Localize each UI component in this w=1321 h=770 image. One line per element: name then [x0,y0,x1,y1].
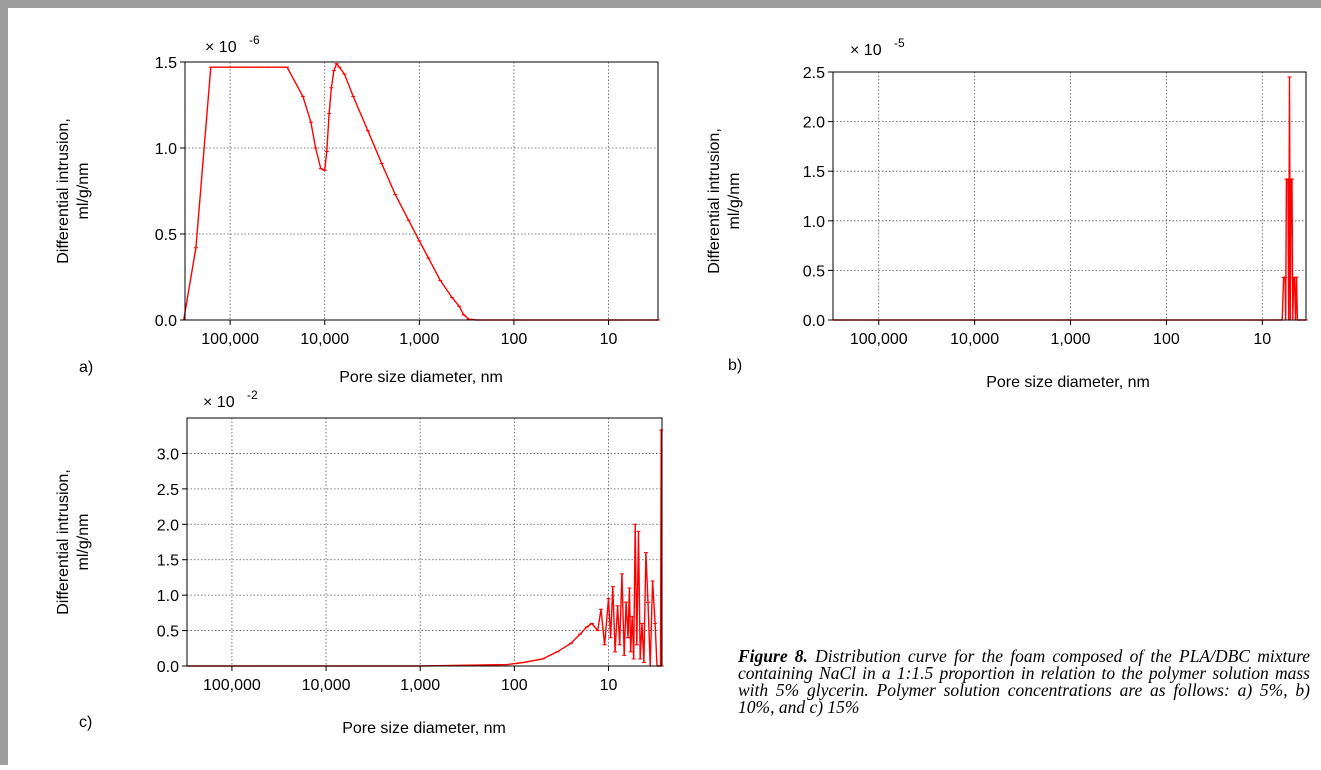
page-frame-top [0,0,1321,8]
x-tick-label: 10,000 [950,331,999,348]
chart-panel-a: 100,000 10,000 1,000 100 10 0.0 0.5 1.0 1.5 × 10… [0,0,700,390]
x-tick-label: 1,000 [399,331,439,348]
x-tick-label: 1,000 [1050,331,1090,348]
panel-label: b) [728,357,742,374]
y-axis-label-line2: ml/g/nm [726,173,743,230]
plot-frame [186,417,663,667]
y-tick-label: 0.5 [155,227,177,244]
x-tick-label: 10,000 [302,677,351,694]
y-tick-label: 1.5 [155,55,177,72]
x-tick-label: 10,000 [300,331,349,348]
multiplier-base: × 10 [205,39,237,56]
series-line [181,63,660,321]
y-tick-label: 1.0 [803,214,825,231]
y-axis-label-line1: Differential intrusion, [706,128,723,274]
series-path [183,63,658,321]
plot-frame [184,61,659,321]
caption-label: Figure 8. [738,646,808,666]
multiplier-base: × 10 [850,42,882,59]
x-tick-label: 100 [501,677,528,694]
x-tick-label: 100 [501,331,528,348]
y-tick-label: 2.0 [157,517,179,534]
ticks: 100,000 10,000 1,000 100 10 0.0 0.5 1.0 1.5 2.0 2.… [157,446,618,694]
x-tick-label: 10 [600,677,618,694]
y-tick-label: 0.0 [157,659,179,676]
multiplier-base: × 10 [203,394,235,411]
y-axis-label-line2: ml/g/nm [75,163,92,220]
y-tick-label: 1.5 [803,164,825,181]
y-tick-label: 2.5 [157,482,179,499]
series-line [831,76,1308,321]
series-path [833,76,1306,321]
chart-c-svg: 100,000 10,000 1,000 100 10 0.0 0.5 1.0 1.5 2.0 2.… [55,388,664,737]
plot-frame [832,71,1307,321]
page-frame-left [0,0,8,765]
y-axis-label-line1: Differential intrusion, [55,469,72,615]
panel-label: c) [79,714,92,731]
x-axis-label: Pore size diameter, nm [339,369,503,386]
panel-label: a) [79,359,93,376]
y-axis-label-line1: Differential intrusion, [55,118,72,264]
figure-caption: Figure 8. Distribution curve for the foa… [738,646,1310,717]
y-tick-label: 3.0 [157,446,179,463]
y-axis-label-line2: ml/g/nm [75,514,92,571]
grid-lines [187,418,662,666]
y-tick-label: 0.0 [803,313,825,330]
x-tick-label: 100 [1153,331,1180,348]
chart-b-svg: 100,000 10,000 1,000 100 10 0.0 0.5 1.0 1.5 2.0 2.… [706,36,1308,391]
x-tick-label: 10 [1253,331,1271,348]
chart-panel-c: 100,000 10,000 1,000 100 10 0.0 0.5 1.0 1.5 2.0 2.… [0,388,700,765]
y-tick-label: 1.0 [157,588,179,605]
multiplier-exponent: -2 [247,388,258,402]
y-tick-label: 0.5 [803,263,825,280]
caption-text: Distribution curve for the foam composed… [738,646,1310,717]
x-axis-label: Pore size diameter, nm [986,374,1150,391]
multiplier-exponent: -6 [249,33,260,47]
grid-lines [833,72,1306,320]
ticks: 100,000 10,000 1,000 100 10 0.0 0.5 1.0 1.5 2.0 2.… [803,65,1272,348]
x-axis-label: Pore size diameter, nm [342,720,506,737]
y-tick-label: 0.0 [155,313,177,330]
y-tick-label: 1.0 [155,141,177,158]
chart-panel-b: 100,000 10,000 1,000 100 10 0.0 0.5 1.0 1.5 2.0 2.… [700,0,1321,400]
x-tick-label: 1,000 [400,677,440,694]
y-tick-label: 2.0 [803,115,825,132]
x-tick-label: 100,000 [850,331,908,348]
y-tick-label: 2.5 [803,65,825,82]
y-tick-label: 1.5 [157,553,179,570]
series-line [185,429,664,667]
grid-lines [185,62,658,320]
x-tick-label: 10 [600,331,618,348]
ticks: 100,000 10,000 1,000 100 10 0.0 0.5 1.0 1.5 [155,55,618,348]
x-tick-label: 100,000 [201,331,259,348]
chart-a-svg: 100,000 10,000 1,000 100 10 0.0 0.5 1.0 1.5 × 10… [55,33,660,386]
multiplier-exponent: -5 [894,36,905,50]
x-tick-label: 100,000 [203,677,261,694]
y-tick-label: 0.5 [157,624,179,641]
